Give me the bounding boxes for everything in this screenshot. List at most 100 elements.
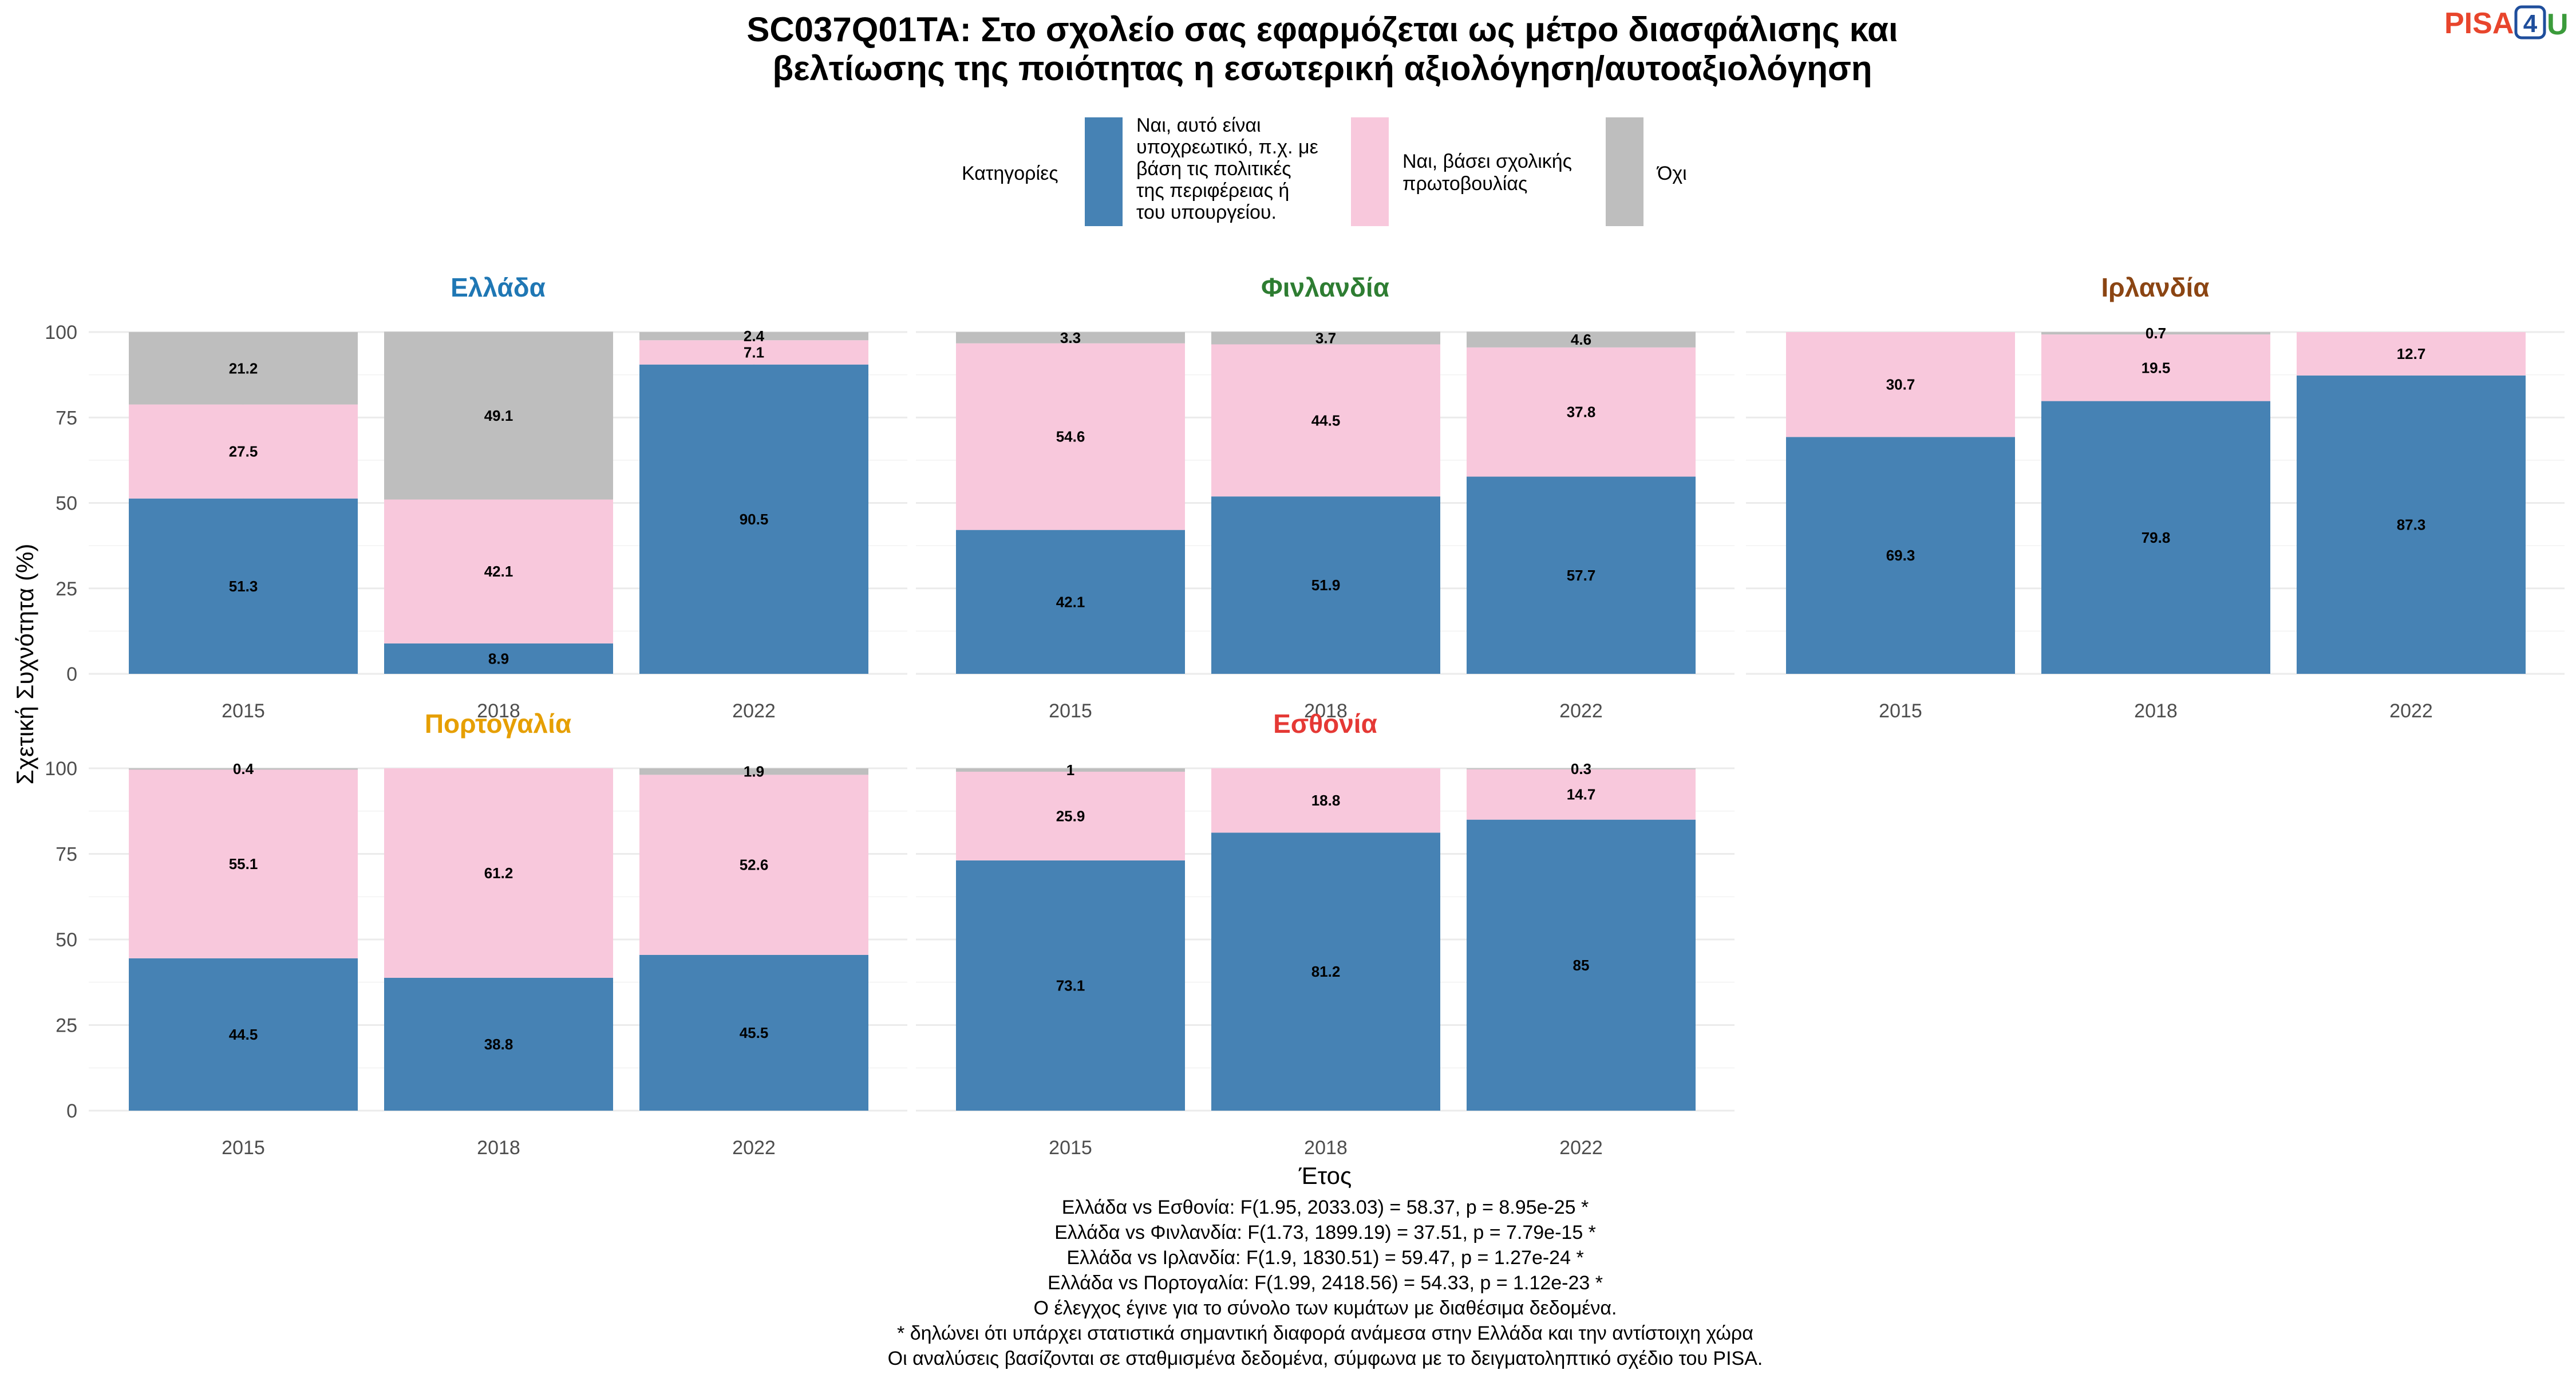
bar-segment-ιρλανδία-2018-s1 [2041, 401, 2270, 674]
legend: Κατηγορίες Ναι, αυτό είναι υποχρεωτικό, … [962, 114, 1687, 226]
legend-label-no: Όχι [1656, 163, 1687, 184]
caption-line-7: Οι αναλύσεις βασίζονται σε σταθμισμένα δ… [888, 1348, 1763, 1369]
data-label-ελλάδα-2015-s2: 27.5 [229, 443, 258, 460]
bar-segment-πορτογαλία-2015-s2 [129, 769, 358, 958]
data-label-ελλάδα-2022-s2: 7.1 [744, 344, 764, 361]
bar-segment-πορτογαλία-2022-s1 [639, 954, 868, 1111]
x-tick-label: 2015 [222, 700, 265, 722]
bar-segment-εσθονία-2018-s2 [1211, 768, 1440, 833]
bar-segment-ιρλανδία-2015-s1 [1786, 437, 2015, 674]
data-label-ιρλανδία-2018-s2: 19.5 [2142, 359, 2171, 376]
data-label-πορτογαλία-2022-s1: 45.5 [740, 1024, 769, 1041]
data-label-πορτογαλία-2015-s1: 44.5 [229, 1026, 258, 1043]
data-label-ελλάδα-2018-s3: 49.1 [484, 407, 513, 424]
bar-segment-φινλανδία-2018-s2 [1211, 344, 1440, 497]
data-label-πορτογαλία-2015-s3: 0.4 [233, 760, 254, 777]
data-label-εσθονία-2015-s3: 1 [1066, 761, 1074, 779]
bar-segment-ιρλανδία-2022-s2 [2297, 332, 2526, 376]
panel-ελλάδα: Ελλάδα 0 25 50 75 100 51.3 27.5 21.2 2015 8.9 42.1 4… [45, 273, 907, 722]
bar-segment-εσθονία-2015-s2 [956, 771, 1185, 860]
caption-line-2: Ελλάδα vs Φινλανδία: F(1.73, 1899.19) = … [1054, 1222, 1596, 1243]
data-label-εσθονία-2018-s1: 81.2 [1311, 963, 1341, 980]
y-tick-label: 25 [56, 578, 77, 600]
bar-segment-φινλανδία-2015-s1 [956, 530, 1185, 674]
x-tick-label: 2015 [1879, 700, 1922, 722]
bar-segment-εσθονία-2015-s1 [956, 860, 1185, 1111]
bar-segment-ελλάδα-2022-s3 [639, 332, 868, 341]
x-tick-label: 2022 [732, 700, 776, 722]
bar-segment-φινλανδία-2015-s2 [956, 343, 1185, 530]
y-tick-label: 0 [66, 664, 77, 685]
y-tick-label: 100 [45, 322, 77, 344]
x-tick-label: 2018 [477, 1137, 520, 1159]
panel-title-εσθονία: Εσθονία [1273, 709, 1377, 739]
x-tick-label: 2015 [222, 1137, 265, 1159]
data-label-φινλανδία-2022-s1: 57.7 [1567, 567, 1596, 584]
bar-segment-πορτογαλία-2022-s2 [639, 775, 868, 955]
legend-swatch-no [1606, 117, 1643, 226]
data-label-ιρλανδία-2018-s1: 79.8 [2142, 529, 2171, 546]
pisa4u-logo: PISA 4 U [2444, 5, 2569, 41]
x-tick-label: 2022 [2389, 700, 2433, 722]
bar-segment-ελλάδα-2018-s1 [384, 643, 613, 674]
bar-segment-εσθονία-2015-s3 [956, 768, 1185, 772]
data-label-φινλανδία-2015-s2: 54.6 [1056, 428, 1085, 445]
legend-label-mandatory-5: του υπουργείου. [1136, 202, 1277, 223]
legend-label-mandatory-1: Ναι, αυτό είναι [1136, 114, 1261, 136]
panel-title-φινλανδία: Φινλανδία [1261, 273, 1389, 302]
data-label-εσθονία-2015-s1: 73.1 [1056, 977, 1085, 994]
bar-segment-εσθονία-2022-s1 [1467, 819, 1696, 1111]
data-label-πορτογαλία-2018-s1: 38.8 [484, 1036, 513, 1053]
legend-label-school-initiative-1: Ναι, βάσει σχολικής [1402, 151, 1572, 172]
data-label-πορτογαλία-2015-s2: 55.1 [229, 855, 258, 872]
data-label-εσθονία-2022-s2: 14.7 [1567, 786, 1596, 803]
legend-label-school-initiative-2: πρωτοβουλίας [1402, 173, 1527, 195]
logo-text-u: U [2547, 8, 2569, 41]
x-tick-label: 2015 [1049, 700, 1092, 722]
bar-segment-ελλάδα-2018-s2 [384, 499, 613, 643]
x-tick-label: 2018 [1304, 1137, 1348, 1159]
legend-swatch-mandatory [1085, 117, 1123, 226]
bar-segment-ιρλανδία-2015-s2 [1786, 332, 2015, 437]
data-label-ιρλανδία-2015-s1: 69.3 [1886, 547, 1915, 564]
data-label-ιρλανδία-2022-s1: 87.3 [2397, 516, 2426, 533]
caption-line-3: Ελλάδα vs Ιρλανδία: F(1.9, 1830.51) = 59… [1066, 1247, 1583, 1269]
panel-title-ελλάδα: Ελλάδα [451, 273, 546, 302]
chart-title-line-1: SC037Q01TA: Στο σχολείο σας εφαρμόζεται … [746, 10, 1898, 49]
bar-segment-πορτογαλία-2022-s3 [639, 768, 868, 775]
x-tick-label: 2015 [1049, 1137, 1092, 1159]
bar-segment-εσθονία-2018-s1 [1211, 832, 1440, 1111]
x-axis-title: Έτος [1298, 1162, 1352, 1189]
logo-text-pisa: PISA [2444, 7, 2514, 40]
data-label-ελλάδα-2018-s2: 42.1 [484, 563, 513, 580]
bar-segment-εσθονία-2022-s3 [1467, 768, 1696, 769]
logo-box [2514, 5, 2546, 40]
bar-segment-φινλανδία-2018-s3 [1211, 331, 1440, 345]
y-axis-title: Σχετική Συχνότητα (%) [11, 544, 38, 785]
logo-text-four: 4 [2523, 10, 2538, 38]
x-tick-label: 2022 [732, 1137, 776, 1159]
x-tick-label: 2018 [2134, 700, 2178, 722]
legend-label-mandatory-3: βάση τις πολιτικές [1136, 158, 1291, 180]
caption-line-6: * δηλώνει ότι υπάρχει στατιστικά σημαντι… [897, 1322, 1753, 1344]
bar-segment-ελλάδα-2022-s2 [639, 340, 868, 365]
data-label-εσθονία-2022-s1: 85 [1573, 957, 1590, 974]
data-label-πορτογαλία-2022-s2: 52.6 [740, 856, 769, 874]
data-label-φινλανδία-2018-s3: 3.7 [1315, 329, 1336, 346]
x-tick-label: 2018 [1304, 700, 1348, 722]
chart-title-line-2: βελτίωσης της ποιότητας η εσωτερική αξιο… [772, 49, 1872, 88]
data-label-φινλανδία-2022-s3: 4.6 [1571, 331, 1591, 348]
data-label-ελλάδα-2022-s3: 2.4 [744, 327, 765, 345]
data-label-ιρλανδία-2022-s2: 12.7 [2397, 345, 2426, 362]
x-tick-label: 2018 [477, 700, 520, 722]
bar-segment-πορτογαλία-2015-s3 [129, 768, 358, 770]
y-tick-label: 75 [56, 407, 77, 429]
bar-segment-ελλάδα-2022-s1 [639, 364, 868, 674]
legend-label-mandatory-2: υποχρεωτικό, π.χ. με [1136, 136, 1318, 158]
legend-title: Κατηγορίες [962, 163, 1058, 184]
y-tick-label: 0 [66, 1100, 77, 1122]
panel-title-πορτογαλία: Πορτογαλία [425, 709, 571, 739]
legend-label-mandatory-4: της περιφέρειας ή [1136, 180, 1289, 202]
bar-segment-φινλανδία-2015-s3 [956, 332, 1185, 344]
